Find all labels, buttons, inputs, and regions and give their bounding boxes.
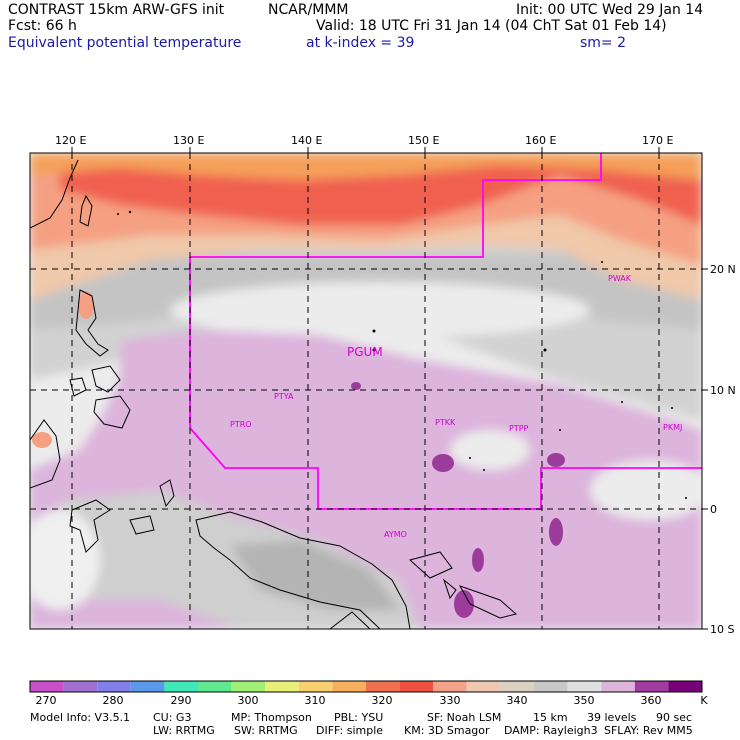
- forecast-hour: Fcst: 66 h: [8, 18, 77, 34]
- colorbar-label: 300: [237, 694, 259, 707]
- lat-label-20n: 20 N: [710, 263, 736, 276]
- footer-sw: SW: RRTMG: [234, 724, 298, 737]
- equivalent-potential-temperature-field: [30, 153, 702, 629]
- station-pkmj: PKMJ: [663, 423, 683, 432]
- footer-km: KM: 3D Smagor: [404, 724, 490, 737]
- station-ptpp: PTPP: [509, 424, 529, 433]
- station-pwak: PWAK: [608, 274, 632, 283]
- footer-lw: LW: RRTMG: [153, 724, 215, 737]
- station-ptro: PTRO: [230, 420, 252, 429]
- lon-label-130e: 130 E: [173, 134, 205, 147]
- colorbar-label: 330: [439, 694, 461, 707]
- init-time: Init: 00 UTC Wed 29 Jan 14: [516, 2, 704, 18]
- colorbar-label: 310: [304, 694, 326, 707]
- footer-levels: 39 levels: [587, 711, 637, 724]
- title-line-1-left: CONTRAST 15km ARW-GFS init: [8, 2, 225, 18]
- lon-label-120e: 120 E: [55, 134, 87, 147]
- station-ptkk: PTKK: [435, 418, 456, 427]
- colorbar-label: 320: [371, 694, 393, 707]
- colorbar: [29, 680, 703, 693]
- footer-cu: CU: G3: [153, 711, 192, 724]
- footer-resolution: 15 km: [533, 711, 568, 724]
- station-aymo: AYMO: [384, 530, 407, 539]
- footer-diff: DIFF: simple: [316, 724, 384, 737]
- footer-sf: SF: Noah LSM: [427, 711, 502, 724]
- colorbar-label: 350: [573, 694, 595, 707]
- footer-model-info: Model Info: V3.5.1: [30, 711, 131, 724]
- colorbar-label: 280: [102, 694, 124, 707]
- colorbar-label: 290: [170, 694, 192, 707]
- field-name: Equivalent potential temperature: [8, 35, 242, 51]
- title-line-1-center: NCAR/MMM: [268, 2, 349, 18]
- footer-pbl: PBL: YSU: [334, 711, 384, 724]
- lon-label-170e: 170 E: [642, 134, 674, 147]
- footer-timestep: 90 sec: [656, 711, 693, 724]
- lat-label-10n: 10 N: [710, 384, 736, 397]
- colorbar-label: 360: [640, 694, 662, 707]
- footer-damp: DAMP: Rayleigh3: [504, 724, 598, 737]
- station-ptya: PTYA: [274, 392, 294, 401]
- k-index: at k-index = 39: [306, 35, 415, 51]
- colorbar-label: 270: [35, 694, 57, 707]
- smoothing: sm= 2: [580, 35, 627, 51]
- footer-sflay: SFLAY: Rev MM5: [604, 724, 693, 737]
- footer-mp: MP: Thompson: [231, 711, 312, 724]
- lon-label-160e: 160 E: [525, 134, 557, 147]
- station-pgum: PGUM: [347, 345, 383, 359]
- lat-label-0: 0: [710, 503, 717, 516]
- lat-label-10s: 10 S: [710, 623, 735, 636]
- lon-label-140e: 140 E: [291, 134, 323, 147]
- valid-time: Valid: 18 UTC Fri 31 Jan 14 (04 ChT Sat …: [316, 18, 667, 34]
- lon-label-150e: 150 E: [408, 134, 440, 147]
- colorbar-unit: K: [700, 694, 708, 707]
- colorbar-label: 340: [506, 694, 528, 707]
